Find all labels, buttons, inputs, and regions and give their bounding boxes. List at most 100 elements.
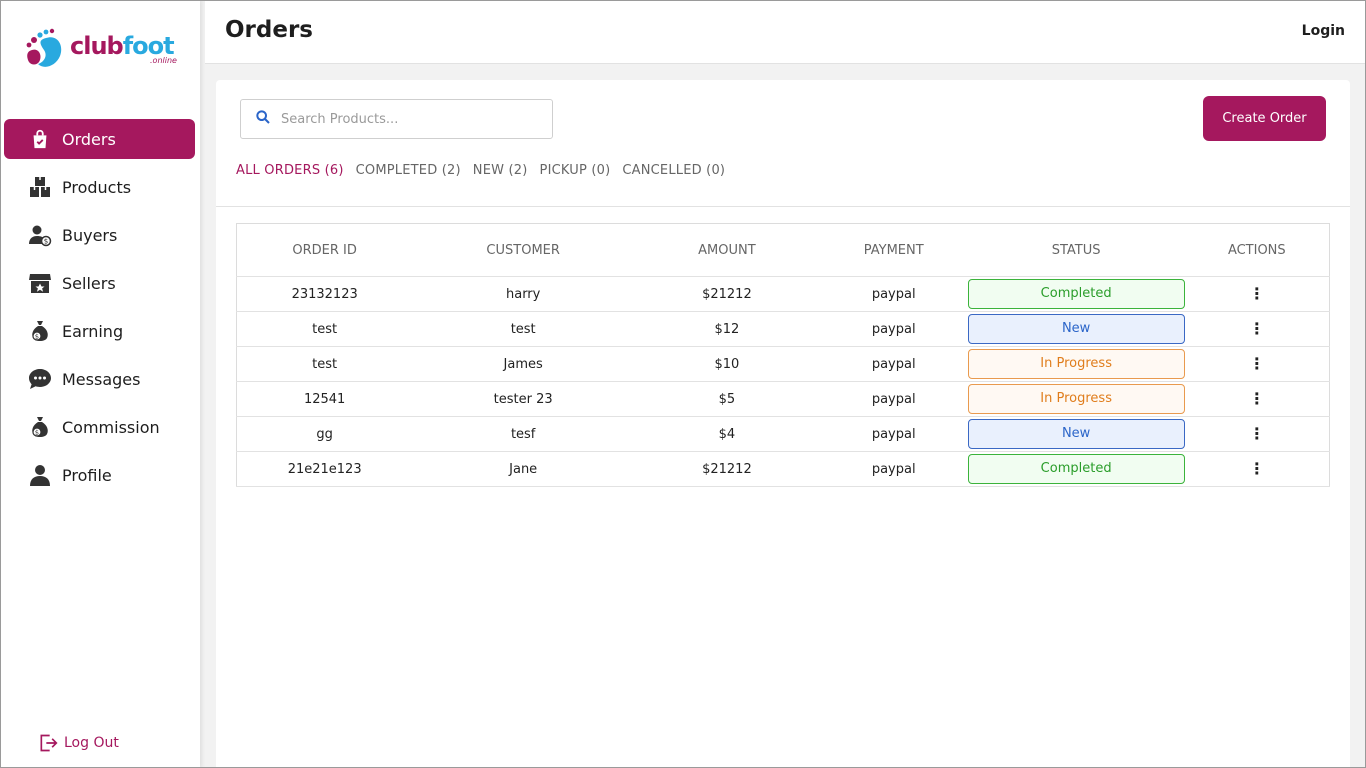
orders-table: ORDER ID CUSTOMER AMOUNT PAYMENT STATUS … bbox=[236, 223, 1330, 487]
logout-icon bbox=[38, 733, 58, 753]
logout-button[interactable]: Log Out bbox=[38, 733, 119, 753]
status-badge: Completed bbox=[967, 279, 1185, 309]
create-order-button[interactable]: Create Order bbox=[1203, 96, 1326, 141]
amount-cell: $5 bbox=[634, 381, 820, 417]
payment-cell: paypal bbox=[819, 346, 968, 382]
svg-text:$: $ bbox=[35, 333, 39, 341]
table-row[interactable]: test James $10 paypal In Progress ⋮ bbox=[236, 346, 1330, 382]
status-cell: New bbox=[967, 311, 1185, 347]
amount-cell: $21212 bbox=[634, 451, 820, 487]
amount-cell: $12 bbox=[634, 311, 820, 347]
more-options-icon[interactable]: ⋮ bbox=[1248, 423, 1265, 443]
customer-cell: test bbox=[412, 311, 635, 347]
tab-new[interactable]: NEW (2) bbox=[472, 163, 528, 178]
more-options-icon[interactable]: ⋮ bbox=[1248, 318, 1265, 338]
sidebar-item-label: Buyers bbox=[62, 225, 118, 245]
sidebar-item-label: Sellers bbox=[62, 273, 116, 293]
sidebar-item-label: Earning bbox=[62, 321, 124, 341]
customer-cell: James bbox=[412, 346, 635, 382]
actions-cell: ⋮ bbox=[1184, 311, 1330, 347]
shopping-bag-icon bbox=[28, 127, 52, 151]
tab-pickup[interactable]: PICKUP (0) bbox=[539, 163, 611, 178]
tab-completed[interactable]: COMPLETED (2) bbox=[355, 163, 461, 178]
payment-cell: paypal bbox=[819, 381, 968, 417]
column-header-payment[interactable]: PAYMENT bbox=[819, 223, 968, 277]
order-id-cell: 23132123 bbox=[236, 276, 413, 312]
actions-cell: ⋮ bbox=[1184, 416, 1330, 452]
status-badge: In Progress bbox=[967, 384, 1185, 414]
order-id-cell: 12541 bbox=[236, 381, 413, 417]
status-cell: In Progress bbox=[967, 346, 1185, 382]
search-box[interactable] bbox=[240, 99, 553, 139]
sidebar-item-sellers[interactable]: Sellers bbox=[4, 263, 195, 303]
sidebar-item-label: Messages bbox=[62, 369, 141, 389]
sidebar-item-buyers[interactable]: $ Buyers bbox=[4, 215, 195, 255]
more-options-icon[interactable]: ⋮ bbox=[1248, 353, 1265, 373]
search-icon bbox=[255, 109, 271, 129]
money-bag-icon: $ bbox=[28, 415, 52, 439]
top-header: Orders Login bbox=[205, 0, 1366, 64]
sidebar-item-commission[interactable]: $ Commission bbox=[4, 407, 195, 447]
column-header-amount[interactable]: AMOUNT bbox=[634, 223, 820, 277]
order-id-cell: test bbox=[236, 311, 413, 347]
sidebar-item-earning[interactable]: $ Earning bbox=[4, 311, 195, 351]
customer-cell: tesf bbox=[412, 416, 635, 452]
sidebar-item-messages[interactable]: Messages bbox=[4, 359, 195, 399]
table-row[interactable]: gg tesf $4 paypal New ⋮ bbox=[236, 416, 1330, 452]
page-title: Orders bbox=[225, 17, 313, 43]
login-link[interactable]: Login bbox=[1301, 23, 1345, 39]
column-header-actions: ACTIONS bbox=[1184, 223, 1330, 277]
sidebar-item-label: Orders bbox=[62, 129, 116, 149]
brand-name: clubfoot bbox=[70, 32, 175, 60]
tab-all-orders[interactable]: ALL ORDERS (6) bbox=[236, 163, 344, 178]
status-badge: In Progress bbox=[967, 349, 1185, 379]
table-header-row: ORDER ID CUSTOMER AMOUNT PAYMENT STATUS … bbox=[236, 223, 1330, 277]
table-row[interactable]: 23132123 harry $21212 paypal Completed ⋮ bbox=[236, 276, 1330, 312]
status-cell: Completed bbox=[967, 451, 1185, 487]
boxes-icon bbox=[28, 175, 52, 199]
status-cell: New bbox=[967, 416, 1185, 452]
logout-label: Log Out bbox=[64, 735, 119, 751]
sidebar-item-label: Profile bbox=[62, 465, 112, 485]
more-options-icon[interactable]: ⋮ bbox=[1248, 283, 1265, 303]
table-row[interactable]: test test $12 paypal New ⋮ bbox=[236, 311, 1330, 347]
sidebar-item-products[interactable]: Products bbox=[4, 167, 195, 207]
actions-cell: ⋮ bbox=[1184, 346, 1330, 382]
table-row[interactable]: 12541 tester 23 $5 paypal In Progress ⋮ bbox=[236, 381, 1330, 417]
table-row[interactable]: 21e21e123 Jane $21212 paypal Completed ⋮ bbox=[236, 451, 1330, 487]
status-badge: Completed bbox=[967, 454, 1185, 484]
more-options-icon[interactable]: ⋮ bbox=[1248, 388, 1265, 408]
actions-cell: ⋮ bbox=[1184, 276, 1330, 312]
user-money-icon: $ bbox=[28, 223, 52, 247]
order-id-cell: test bbox=[236, 346, 413, 382]
status-badge: New bbox=[967, 314, 1185, 344]
status-cell: Completed bbox=[967, 276, 1185, 312]
order-tabs: ALL ORDERS (6) COMPLETED (2) NEW (2) PIC… bbox=[236, 163, 737, 178]
amount-cell: $4 bbox=[634, 416, 820, 452]
sidebar: clubfoot .online Orders Products $ Buyer… bbox=[0, 0, 200, 768]
brand-sub: .online bbox=[150, 56, 177, 65]
order-id-cell: gg bbox=[236, 416, 413, 452]
status-cell: In Progress bbox=[967, 381, 1185, 417]
sidebar-item-profile[interactable]: Profile bbox=[4, 455, 195, 495]
sidebar-item-label: Products bbox=[62, 177, 132, 197]
order-id-cell: 21e21e123 bbox=[236, 451, 413, 487]
more-options-icon[interactable]: ⋮ bbox=[1248, 458, 1265, 478]
search-input[interactable] bbox=[281, 111, 541, 127]
column-header-status[interactable]: STATUS bbox=[967, 223, 1185, 277]
customer-cell: Jane bbox=[412, 451, 635, 487]
payment-cell: paypal bbox=[819, 416, 968, 452]
money-bag-icon: $ bbox=[28, 319, 52, 343]
sidebar-item-orders[interactable]: Orders bbox=[4, 119, 195, 159]
svg-text:$: $ bbox=[35, 429, 39, 437]
divider bbox=[216, 206, 1350, 207]
actions-cell: ⋮ bbox=[1184, 381, 1330, 417]
status-badge: New bbox=[967, 419, 1185, 449]
column-header-customer[interactable]: CUSTOMER bbox=[412, 223, 635, 277]
svg-text:$: $ bbox=[44, 238, 48, 246]
user-icon bbox=[28, 463, 52, 487]
brand-logo[interactable]: clubfoot .online bbox=[24, 26, 180, 76]
chat-icon bbox=[28, 367, 52, 391]
column-header-order-id[interactable]: ORDER ID bbox=[236, 223, 413, 277]
tab-cancelled[interactable]: CANCELLED (0) bbox=[622, 163, 726, 178]
